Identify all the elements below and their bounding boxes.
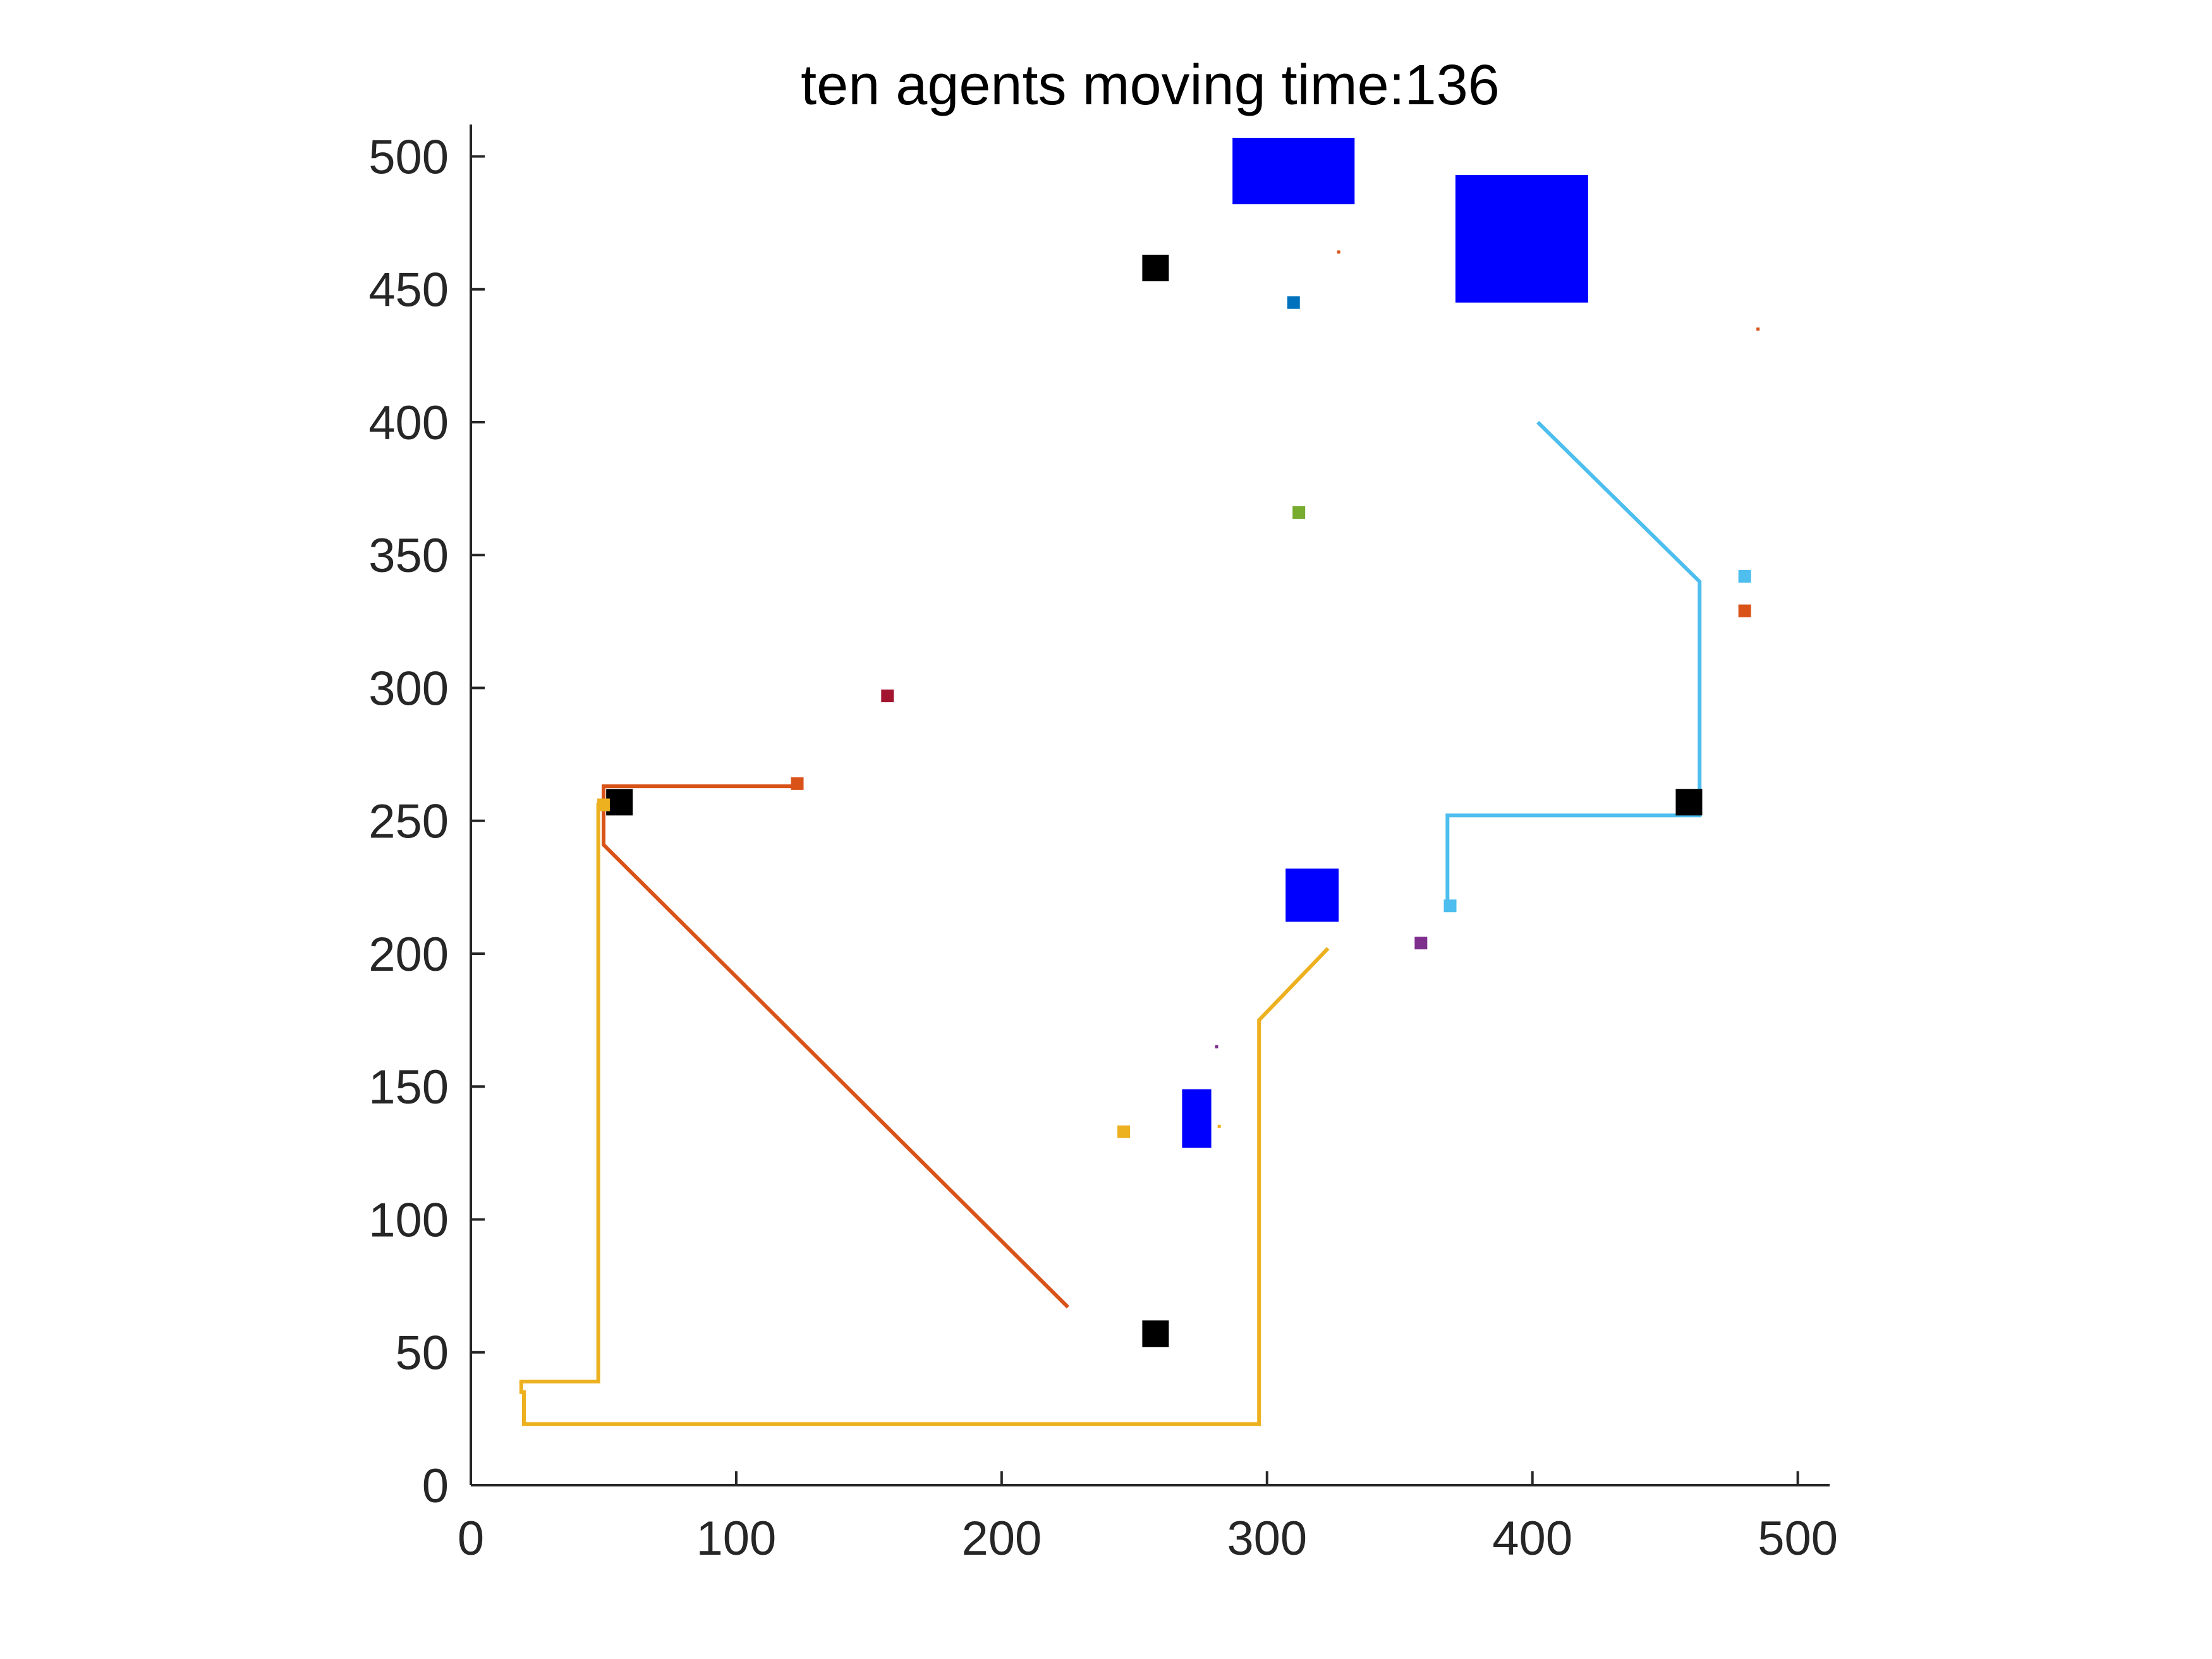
target-marker-4 (1142, 1320, 1169, 1347)
x-tick-label-100: 100 (696, 1512, 777, 1565)
targets-layer (606, 255, 1703, 1347)
x-tick-label-500: 500 (1758, 1512, 1838, 1565)
x-tick-label-300: 300 (1227, 1512, 1307, 1565)
agent-marker-10 (1738, 604, 1751, 617)
agent-marker-5 (1292, 506, 1306, 519)
agent-marker-8 (1117, 1125, 1131, 1138)
y-tick-label-350: 350 (368, 529, 449, 583)
y-tick-label-150: 150 (368, 1060, 449, 1114)
obstacle-4 (1182, 1089, 1212, 1148)
trail-speck-4 (1217, 1124, 1221, 1128)
agents-layer (597, 250, 1760, 1138)
axes-layer: 0 100 200 300 400 500 0 50 100 150 200 250 300 350 400… (368, 125, 1838, 1565)
y-tick-label-450: 450 (368, 264, 449, 317)
agent-paths-layer (519, 420, 1702, 1426)
target-marker-3 (1675, 789, 1703, 816)
agent-marker-9 (1738, 569, 1751, 583)
trail-speck-1 (1337, 250, 1340, 254)
agent-marker-1 (791, 777, 804, 790)
y-tick-label-300: 300 (368, 662, 449, 715)
y-tick-label-0: 0 (422, 1459, 449, 1513)
agent-path-1 (602, 784, 1069, 1309)
obstacle-3 (1285, 868, 1339, 922)
x-tick-label-400: 400 (1492, 1512, 1572, 1565)
x-tick-label-200: 200 (961, 1512, 1042, 1565)
agent-marker-4 (1287, 296, 1300, 309)
agent-marker-6 (881, 690, 894, 703)
agent-marker-7 (1414, 937, 1428, 950)
trail-speck-2 (1756, 327, 1760, 331)
obstacle-2 (1455, 174, 1588, 303)
agent-path-3 (1445, 420, 1702, 906)
agent-marker-3 (1443, 899, 1457, 913)
y-tick-label-200: 200 (368, 928, 449, 981)
target-marker-2 (606, 789, 633, 816)
target-marker-1 (1142, 255, 1169, 282)
y-tick-label-400: 400 (368, 396, 449, 450)
obstacle-1 (1232, 138, 1355, 205)
y-tick-label-50: 50 (395, 1327, 449, 1380)
obstacles-layer (1182, 138, 1588, 1148)
y-tick-label-100: 100 (368, 1193, 449, 1247)
agent-marker-2 (597, 798, 610, 811)
agent-path-2 (519, 803, 1330, 1426)
x-tick-label-0: 0 (458, 1512, 484, 1565)
chart-title: ten agents moving time:136 (801, 54, 1500, 117)
y-tick-label-250: 250 (368, 795, 449, 849)
trail-speck-3 (1215, 1045, 1218, 1048)
y-tick-label-500: 500 (368, 130, 449, 184)
